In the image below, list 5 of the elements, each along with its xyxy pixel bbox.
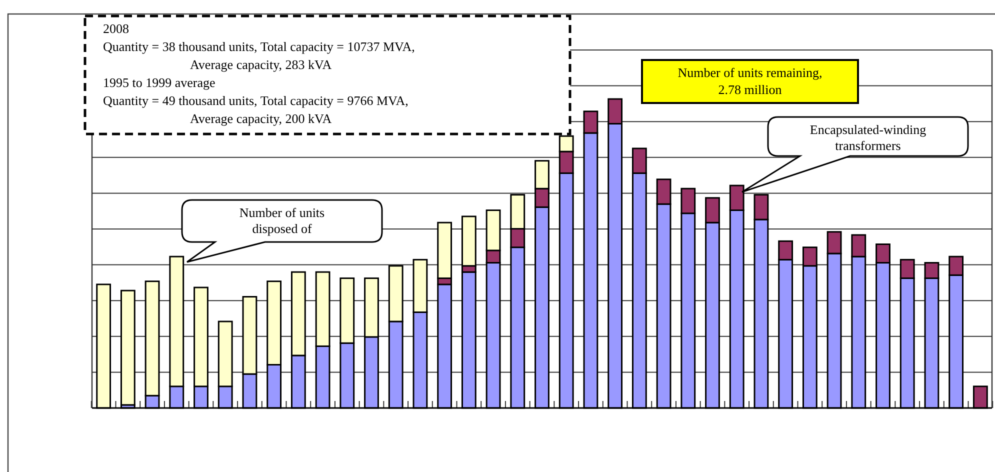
annotation: Number of units disposed of [239,205,325,236]
bar [120,290,136,406]
text: Number of units remaining, 2.78 million [678,65,822,97]
annotation: Encapsulated-winding transformers [810,122,927,153]
annotation: 2008 Quantity = 38 thousand units, Total capacity = 10737 MVA, Average capacity, 283 kVA 1995 to 1999 average Quantity = 49 thousand units, Total capacity = 9766 MVA, Average capacity, 200 kVA [103,21,415,126]
